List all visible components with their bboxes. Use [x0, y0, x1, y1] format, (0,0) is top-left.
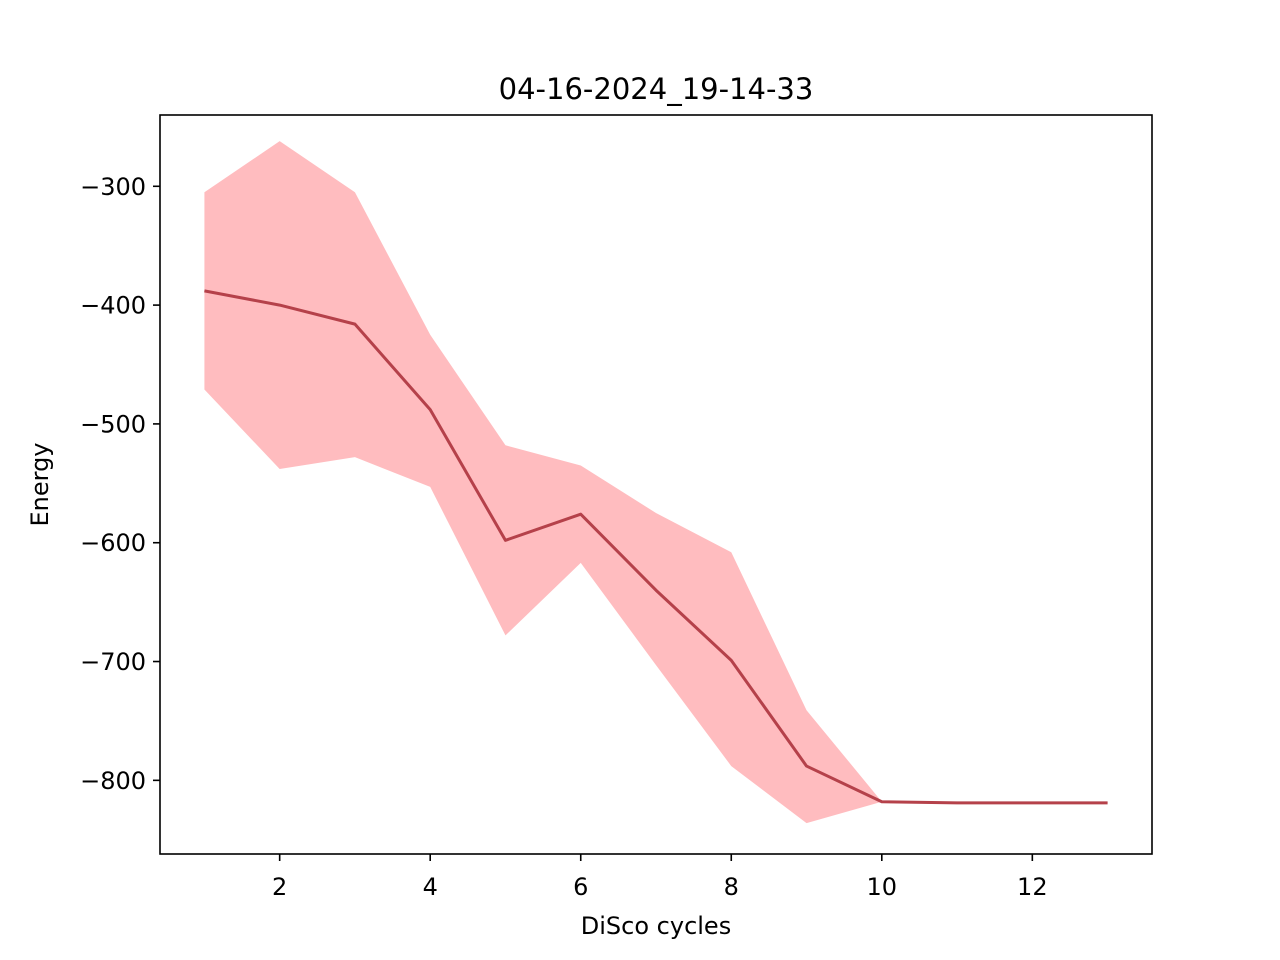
y-axis-ticks: −300 −400 −500 −600 −700 −800	[80, 173, 160, 795]
y-tick-label: −600	[80, 529, 146, 557]
y-tick-label: −700	[80, 648, 146, 676]
y-tick-label: −400	[80, 292, 146, 320]
x-tick-label: 8	[724, 873, 739, 901]
x-axis-label: DiSco cycles	[581, 912, 731, 940]
x-tick-label: 6	[573, 873, 588, 901]
line-layer	[204, 289, 1108, 805]
confidence-band	[204, 141, 1108, 824]
y-axis-label: Energy	[26, 442, 54, 526]
y-tick-label: −800	[80, 767, 146, 795]
x-tick-label: 2	[272, 873, 287, 901]
plot-frame	[159, 114, 1153, 855]
x-tick-label: 10	[867, 873, 898, 901]
x-axis-ticks: 2 4 6 8 10 12	[272, 854, 1048, 901]
x-tick-label: 12	[1017, 873, 1048, 901]
y-tick-label: −300	[80, 173, 146, 201]
y-tick-label: −500	[80, 410, 146, 438]
x-tick-label: 4	[423, 873, 438, 901]
confidence-band-layer	[204, 141, 1108, 824]
chart-title: 04-16-2024_19-14-33	[499, 72, 814, 106]
